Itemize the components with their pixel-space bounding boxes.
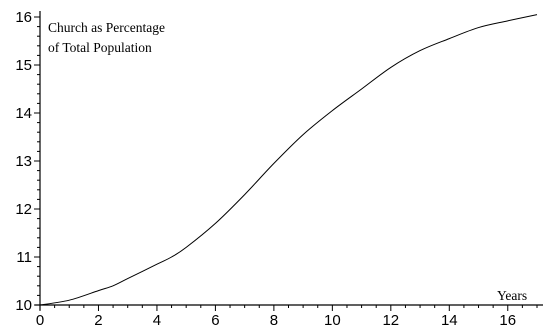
axes [35,11,543,310]
chart-title-line-1: Church as Percentage [48,20,165,35]
y-tick-label: 14 [15,105,32,122]
x-tick-label: 12 [382,312,399,326]
x-tick-label: 10 [324,312,341,326]
y-tick-label: 11 [16,249,32,266]
y-tick-label: 12 [15,201,32,218]
y-tick-label: 15 [15,57,32,74]
series-group [39,14,538,306]
series-line [39,14,538,306]
x-tick-label: 2 [94,312,102,326]
x-axis-label: Years [497,288,527,303]
x-tick-label: 8 [270,312,278,326]
x-tick-label: 16 [499,312,516,326]
tick-labels: 10 11 12 13 14 15 16 0 2 4 6 8 10 12 14 16 [15,9,516,326]
axis-ticks [34,16,538,311]
y-tick-label: 10 [15,297,32,314]
x-tick-label: 0 [36,312,44,326]
y-tick-label: 13 [15,153,32,170]
chart-title-line-2: of Total Population [48,40,152,55]
x-tick-label: 6 [211,312,219,326]
y-tick-label: 16 [15,9,32,26]
x-tick-label: 14 [441,312,458,326]
x-tick-label: 4 [153,312,161,326]
